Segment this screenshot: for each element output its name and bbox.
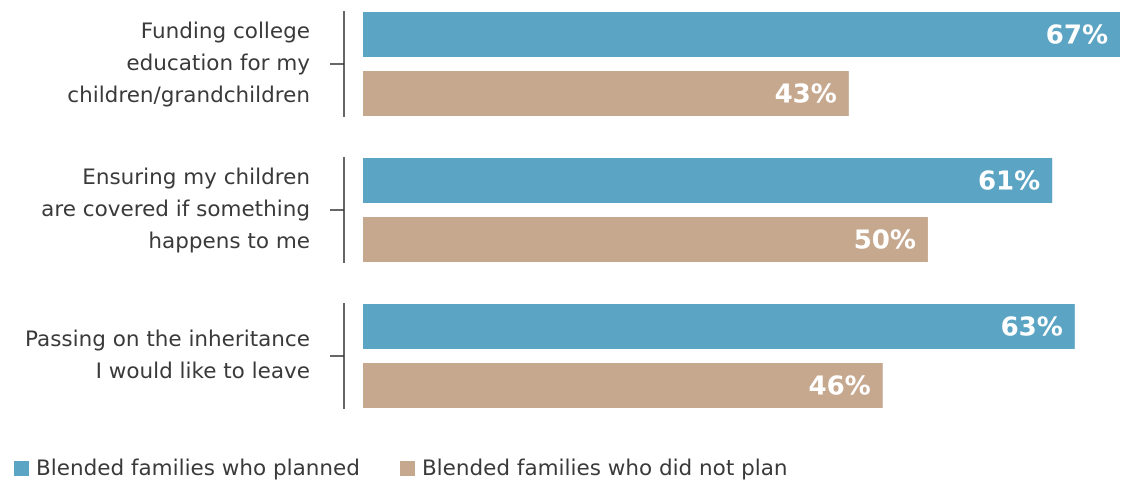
bar-not-planned xyxy=(363,363,883,408)
bar-value-label: 67% xyxy=(1046,21,1108,51)
category-label: Ensuring my children are covered if somet… xyxy=(0,162,310,258)
legend-swatch-planned xyxy=(14,461,29,476)
category-label-line: Funding college xyxy=(140,19,310,44)
legend-label-planned: Blended families who planned xyxy=(36,456,360,481)
bar-not-planned xyxy=(363,71,849,116)
legend-item-not-planned: Blended families who did not plan xyxy=(399,456,788,481)
category-label-line: Passing on the inheritance xyxy=(25,327,310,352)
category-label-line: I would like to leave xyxy=(95,359,310,384)
category-label-line: Ensuring my children xyxy=(82,165,310,190)
bar-value-label: 50% xyxy=(854,226,916,256)
category-label-line: education for my xyxy=(126,51,310,76)
bar-value-label: 46% xyxy=(808,372,870,402)
category-label: Passing on the inheritance I would like t… xyxy=(0,324,310,388)
legend-item-planned: Blended families who planned xyxy=(14,456,360,481)
legend: Blended families who planned Blended fam… xyxy=(14,456,828,481)
bar-value-label: 63% xyxy=(1001,313,1063,343)
bar-value-label: 61% xyxy=(978,167,1040,197)
bar-value-label: 43% xyxy=(775,80,837,110)
category-label-line: are covered if something xyxy=(41,197,310,222)
bar-chart: 67% 43% 61% 50% 63% 46% xyxy=(330,11,1120,409)
bar-planned xyxy=(363,12,1120,57)
legend-label-not-planned: Blended families who did not plan xyxy=(421,456,788,481)
category-label-line: children/grandchildren xyxy=(67,83,310,108)
category-label: Funding college education for my children/… xyxy=(0,16,310,112)
legend-swatch-not-planned xyxy=(399,461,415,476)
bar-planned xyxy=(363,304,1075,349)
category-label-line: happens to me xyxy=(148,229,310,254)
bar-not-planned xyxy=(363,217,928,262)
bar-planned xyxy=(363,158,1053,203)
